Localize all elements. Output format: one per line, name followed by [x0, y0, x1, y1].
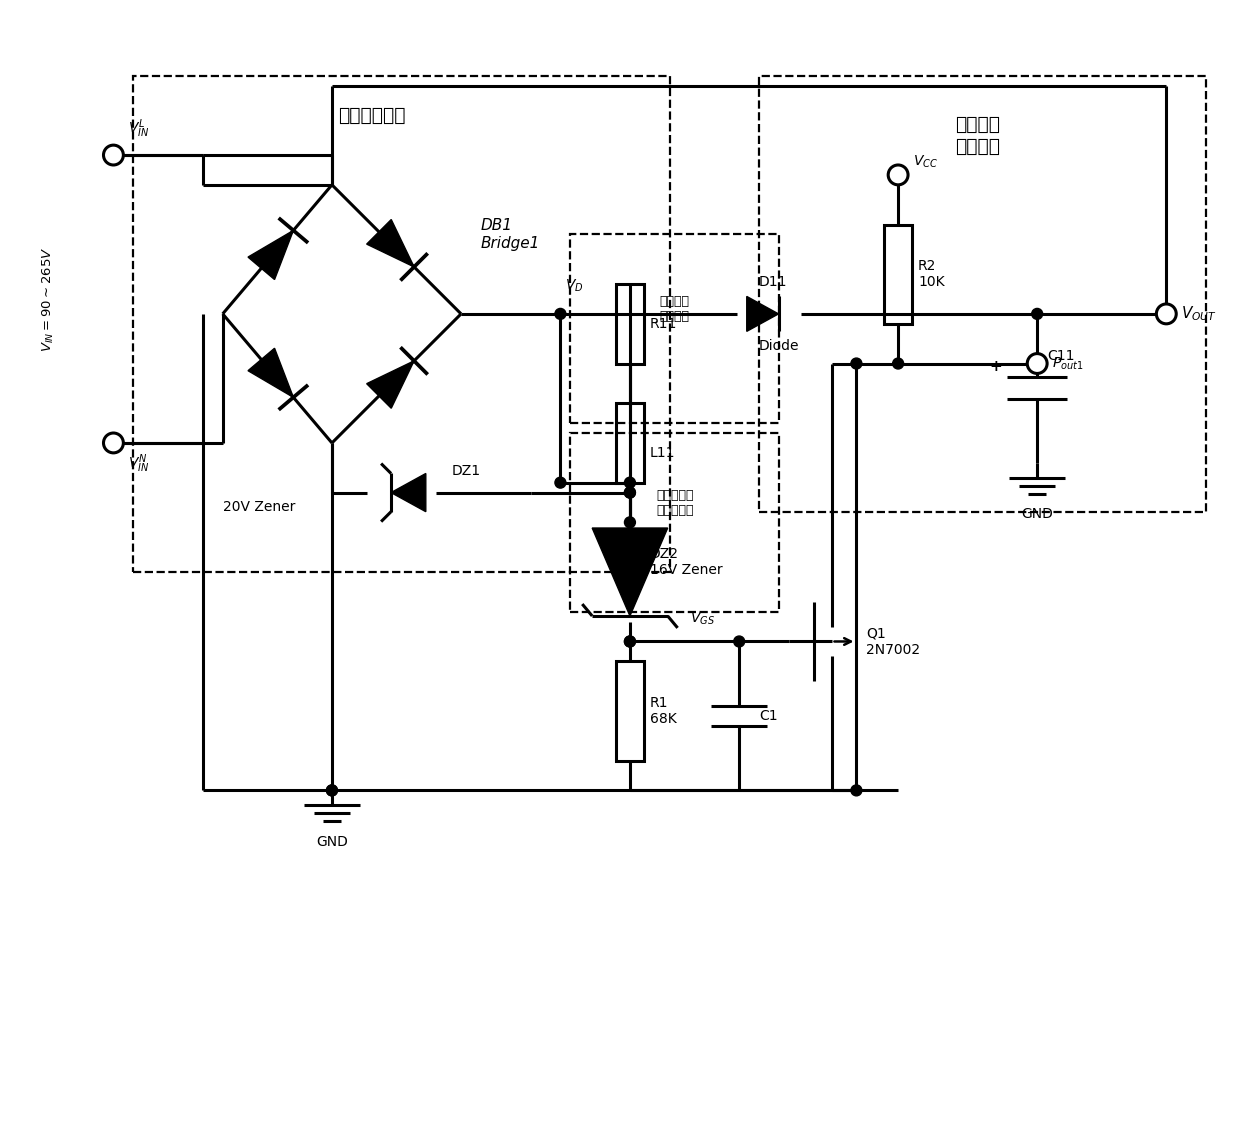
Text: C11: C11 — [1047, 348, 1075, 362]
Bar — [616, 661, 644, 761]
Circle shape — [103, 145, 123, 164]
Text: +: + — [990, 360, 1002, 375]
Polygon shape — [746, 297, 779, 331]
Text: C1: C1 — [759, 709, 777, 723]
Text: $V_D$: $V_D$ — [565, 278, 584, 293]
Bar — [884, 225, 913, 324]
Circle shape — [556, 477, 565, 488]
Text: $V_{OUT}$: $V_{OUT}$ — [1182, 305, 1216, 323]
Text: $V_{IN}=90\sim265V$: $V_{IN}=90\sim265V$ — [41, 247, 56, 352]
Text: GND: GND — [316, 835, 348, 849]
Text: Diode: Diode — [759, 339, 800, 353]
Text: 整流电路单元: 整流电路单元 — [339, 106, 405, 124]
Polygon shape — [391, 474, 425, 512]
Text: DB1
Bridge1: DB1 Bridge1 — [481, 218, 541, 251]
Circle shape — [326, 785, 337, 796]
Circle shape — [103, 433, 123, 453]
Text: R1
68K: R1 68K — [650, 695, 677, 726]
Polygon shape — [248, 231, 294, 280]
Circle shape — [326, 785, 337, 796]
Text: R11: R11 — [650, 316, 677, 331]
Circle shape — [625, 517, 635, 528]
Circle shape — [625, 488, 635, 498]
Circle shape — [851, 785, 862, 796]
Text: $P_{out1}$: $P_{out1}$ — [1052, 355, 1084, 372]
Circle shape — [851, 359, 862, 369]
Bar — [616, 403, 644, 483]
Text: $V_{IN}^{L}$: $V_{IN}^{L}$ — [128, 118, 150, 140]
Text: 20V Zener: 20V Zener — [223, 500, 295, 514]
Polygon shape — [367, 219, 414, 267]
Text: 第一高频滤
波支路单元: 第一高频滤 波支路单元 — [656, 489, 693, 516]
Text: Q1
2N7002: Q1 2N7002 — [867, 626, 920, 657]
Polygon shape — [593, 528, 667, 616]
Polygon shape — [367, 361, 414, 408]
Text: L11: L11 — [650, 445, 676, 460]
Circle shape — [734, 636, 745, 646]
Circle shape — [556, 308, 565, 320]
Circle shape — [625, 636, 635, 646]
Polygon shape — [248, 348, 294, 397]
Circle shape — [1032, 308, 1043, 320]
Circle shape — [893, 359, 904, 369]
Text: DZ2
16V Zener: DZ2 16V Zener — [650, 547, 723, 577]
Circle shape — [625, 636, 635, 646]
Text: DZ1: DZ1 — [451, 464, 480, 477]
Bar — [616, 284, 644, 363]
Text: R2
10K: R2 10K — [918, 259, 945, 289]
Circle shape — [1027, 354, 1047, 373]
Text: 第一限流
支路单元: 第一限流 支路单元 — [660, 295, 689, 323]
Text: 稳压滤波
电路单元: 稳压滤波 电路单元 — [955, 114, 1001, 155]
Text: $V_{CC}$: $V_{CC}$ — [913, 153, 939, 170]
Circle shape — [625, 488, 635, 498]
Circle shape — [888, 164, 908, 185]
Text: $V_{IN}^{N}$: $V_{IN}^{N}$ — [128, 453, 150, 475]
Circle shape — [625, 477, 635, 488]
Circle shape — [1157, 304, 1177, 324]
Text: D11: D11 — [759, 275, 787, 289]
Text: GND: GND — [1022, 507, 1053, 522]
Text: $V_{GS}$: $V_{GS}$ — [689, 610, 714, 627]
